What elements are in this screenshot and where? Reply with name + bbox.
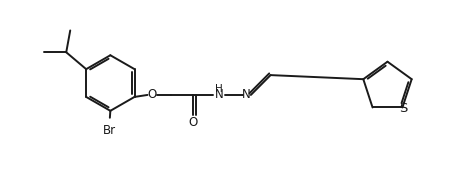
Text: Br: Br <box>103 124 116 137</box>
Text: N: N <box>242 88 251 102</box>
Text: N: N <box>214 88 223 102</box>
Text: O: O <box>147 88 157 102</box>
Text: H: H <box>215 84 223 94</box>
Text: S: S <box>399 102 408 115</box>
Text: O: O <box>188 116 198 129</box>
